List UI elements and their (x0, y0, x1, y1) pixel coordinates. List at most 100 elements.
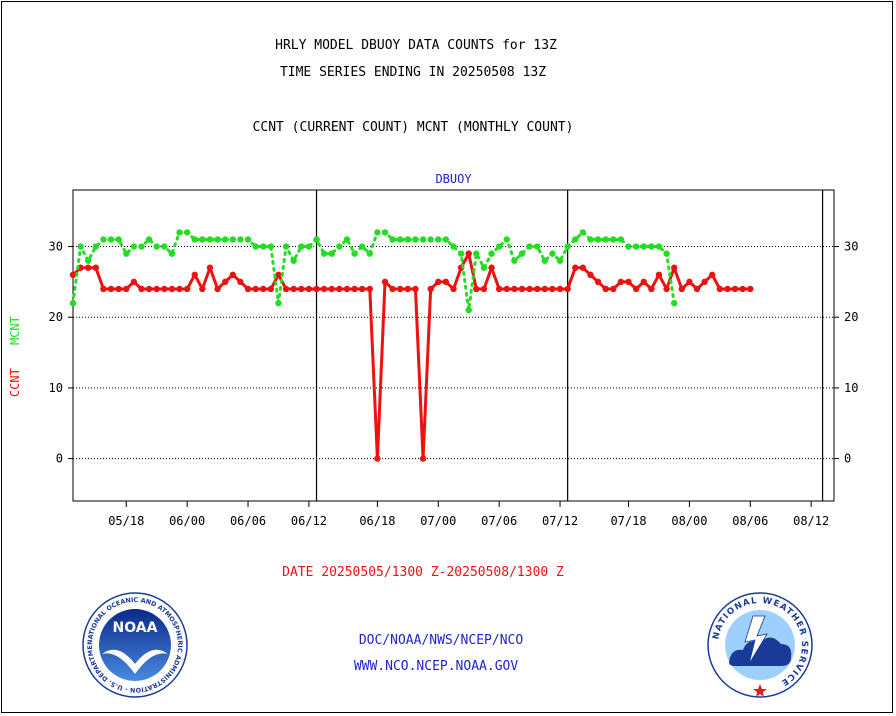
website-link[interactable]: WWW.NCO.NCEP.NOAA.GOV (353, 659, 519, 674)
data-point-mcnt-23 (244, 236, 252, 243)
y-tick-label-right-0: 0 (844, 452, 851, 466)
data-point-mcnt-73 (625, 243, 632, 250)
data-point-ccnt-68 (587, 271, 594, 279)
data-point-ccnt-27 (275, 271, 282, 279)
data-point-mcnt-37 (351, 250, 358, 257)
data-point-ccnt-30 (298, 285, 305, 293)
data-point-ccnt-9 (138, 285, 145, 293)
data-point-mcnt-61 (534, 243, 541, 250)
data-point-ccnt-49 (442, 278, 450, 286)
data-point-mcnt-27 (275, 299, 282, 307)
data-point-mcnt-74 (632, 243, 640, 250)
data-point-mcnt-32 (313, 236, 320, 243)
data-point-mcnt-65 (564, 243, 571, 250)
data-point-ccnt-37 (351, 285, 358, 293)
data-point-mcnt-1 (77, 243, 84, 250)
data-point-ccnt-63 (549, 285, 556, 293)
data-point-mcnt-59 (518, 250, 526, 257)
noaa-seal-center-text: NOAA (113, 620, 158, 636)
y-tick-label-left-0: 0 (56, 452, 63, 466)
data-point-mcnt-48 (435, 236, 442, 243)
data-point-ccnt-38 (358, 285, 366, 293)
data-point-ccnt-58 (511, 285, 518, 293)
data-point-ccnt-16 (191, 271, 198, 279)
data-point-ccnt-85 (716, 285, 724, 293)
data-point-ccnt-19 (214, 285, 221, 293)
data-point-mcnt-77 (655, 243, 663, 250)
data-point-ccnt-26 (267, 285, 275, 293)
data-point-mcnt-72 (617, 236, 625, 243)
y-tick-label-left-10: 10 (49, 381, 63, 395)
data-point-mcnt-43 (397, 236, 404, 243)
data-point-mcnt-56 (495, 243, 503, 250)
data-point-ccnt-61 (534, 285, 541, 293)
x-tick-label-06-06: 06/06 (230, 514, 266, 528)
data-point-mcnt-20 (222, 236, 229, 243)
data-point-ccnt-39 (366, 285, 373, 293)
data-point-ccnt-2 (85, 264, 92, 271)
data-point-ccnt-48 (435, 278, 442, 286)
data-point-ccnt-34 (328, 285, 335, 293)
data-point-mcnt-45 (412, 236, 419, 243)
data-point-mcnt-6 (115, 236, 122, 243)
data-point-ccnt-50 (450, 285, 457, 293)
data-point-mcnt-75 (640, 243, 647, 250)
data-point-ccnt-80 (678, 285, 685, 293)
data-point-ccnt-62 (541, 285, 549, 293)
data-point-ccnt-12 (161, 285, 168, 293)
data-point-mcnt-46 (419, 236, 427, 243)
data-point-mcnt-49 (442, 236, 450, 243)
y-tick-label-right-10: 10 (844, 381, 858, 395)
x-tick-label-06-12: 06/12 (291, 514, 327, 528)
noaa-logo: NOAA NATIONAL OCEANIC AND ATMOSPHERIC AD… (82, 592, 188, 698)
org-path-link[interactable]: DOC/NOAA/NWS/NCEP/NCO (358, 633, 524, 648)
y-axis-label-ccnt: CCNT (8, 368, 22, 397)
data-point-mcnt-16 (191, 236, 198, 243)
data-point-mcnt-50 (450, 243, 457, 250)
x-tick-label-08-12: 08/12 (793, 514, 829, 528)
data-point-mcnt-40 (374, 229, 381, 236)
data-point-mcnt-33 (320, 250, 328, 257)
data-point-mcnt-71 (610, 236, 617, 243)
data-point-mcnt-79 (670, 299, 678, 307)
data-point-mcnt-2 (85, 257, 92, 264)
data-point-ccnt-25 (260, 285, 267, 293)
data-point-ccnt-4 (100, 285, 107, 293)
data-point-mcnt-29 (290, 257, 297, 264)
data-point-ccnt-75 (640, 278, 647, 286)
data-point-ccnt-0 (69, 271, 77, 279)
data-point-ccnt-84 (709, 271, 716, 279)
data-point-ccnt-3 (92, 264, 100, 271)
data-point-ccnt-69 (594, 278, 602, 286)
data-point-ccnt-88 (739, 285, 746, 293)
data-point-mcnt-28 (282, 243, 290, 250)
data-point-mcnt-54 (480, 264, 488, 271)
data-point-ccnt-43 (397, 285, 404, 293)
data-point-mcnt-25 (260, 243, 267, 250)
data-point-ccnt-5 (107, 285, 115, 293)
chart-title-line1: HRLY MODEL DBUOY DATA COUNTS for 13Z (275, 38, 557, 53)
data-point-ccnt-20 (222, 278, 229, 286)
data-point-mcnt-11 (153, 243, 160, 250)
data-point-ccnt-44 (404, 285, 412, 293)
data-point-mcnt-36 (343, 236, 351, 243)
data-point-mcnt-76 (648, 243, 655, 250)
data-point-ccnt-10 (145, 285, 153, 293)
series-line-ccnt (71, 252, 752, 461)
data-point-ccnt-18 (206, 264, 214, 271)
data-point-ccnt-87 (731, 285, 739, 293)
data-point-mcnt-51 (457, 250, 465, 257)
data-point-ccnt-11 (153, 285, 160, 293)
data-point-ccnt-22 (237, 278, 244, 286)
date-range-label: DATE 20250505/1300 Z-20250508/1300 Z (282, 565, 564, 580)
data-point-mcnt-30 (298, 243, 305, 250)
data-point-ccnt-14 (176, 285, 183, 293)
data-point-ccnt-65 (564, 285, 571, 293)
x-tick-label-07-18: 07/18 (610, 514, 646, 528)
data-point-mcnt-64 (556, 257, 564, 264)
data-point-ccnt-57 (503, 285, 510, 293)
plot-label-dbuoy: DBUOY (435, 172, 472, 186)
x-tick-label-08-00: 08/00 (671, 514, 707, 528)
data-point-mcnt-52 (465, 306, 472, 314)
